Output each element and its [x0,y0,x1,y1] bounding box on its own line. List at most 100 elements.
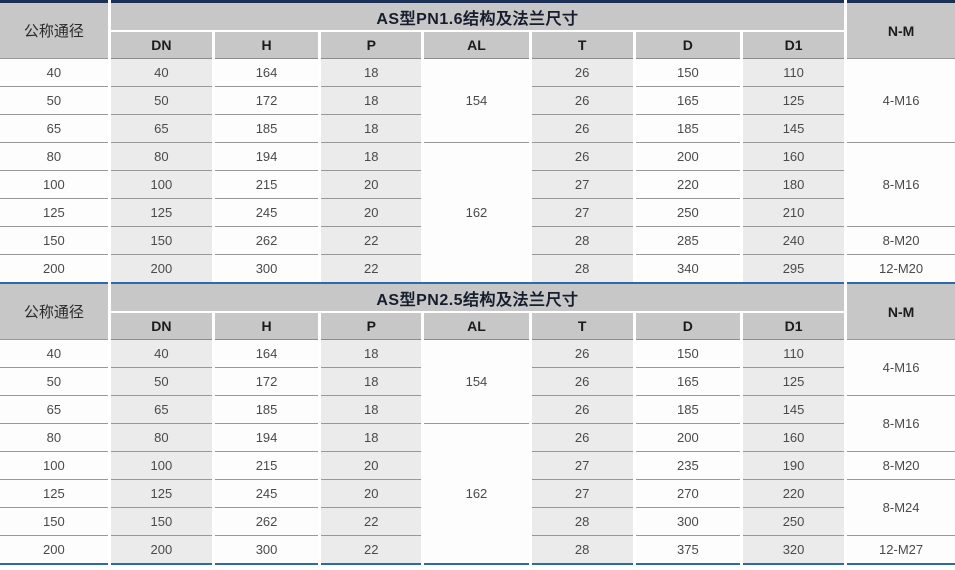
cell: 150 [632,58,743,87]
cell: 27 [528,479,636,508]
cell: 26 [528,58,636,87]
cell: 20 [318,198,425,227]
cell: 65 [107,395,215,424]
cell: 235 [632,451,743,480]
cell-al-merged: 162 [421,423,532,564]
col-header-p: P [318,312,425,340]
cell: 65 [0,395,111,424]
cell-nm: 12-M20 [844,254,955,282]
col-header-p: P [318,31,425,59]
nominal-diameter-header: 公称通径 [0,1,111,59]
cell: 40 [0,339,111,368]
cell: 40 [107,339,215,368]
cell: 18 [318,423,425,452]
cell: 20 [318,479,425,508]
cell: 200 [107,254,215,282]
cell: 180 [739,170,846,199]
cell: 28 [528,535,636,564]
cell: 110 [739,58,848,87]
cell: 18 [318,339,425,368]
cell: 340 [632,254,743,282]
cell: 26 [528,86,636,115]
cell: 295 [739,254,848,282]
cell: 40 [107,58,215,87]
table-row: 80 80 194 18 162 26 200 160 [0,423,955,564]
cell: 80 [0,142,111,171]
cell: 28 [528,254,636,282]
cell: 245 [211,479,322,508]
cell: 172 [211,86,322,115]
col-header-d: D [632,312,743,340]
cell: 185 [211,395,322,424]
cell: 172 [211,367,322,396]
cell: 80 [107,142,215,171]
table-row: 公称通径 AS型PN2.5结构及法兰尺寸 N-M [0,283,955,340]
cell: 125 [739,367,846,396]
table-row: 80 80 194 18 162 26 200 160 8-M16 [0,142,955,282]
cell: 100 [0,170,111,199]
cell: 100 [107,170,215,199]
cell: 50 [107,367,215,396]
cell: 18 [318,114,425,143]
cell: 150 [107,507,215,536]
col-header-al: AL [421,312,532,340]
cell: 164 [211,58,322,87]
cell: 18 [318,367,425,396]
cell: 150 [0,507,111,536]
cell: 150 [632,339,743,368]
cell: 28 [528,507,636,536]
cell: 50 [0,86,111,115]
cell: 285 [632,226,743,255]
col-header-d1: D1 [739,312,848,340]
cell: 26 [528,367,636,396]
cell-al-merged: 162 [421,142,532,282]
cell: 300 [632,507,743,536]
nominal-diameter-header: 公称通径 [0,283,111,340]
cell: 250 [632,198,743,227]
table-pn16: 公称通径 AS型PN1.6结构及法兰尺寸 N-M DN H P AL T D D… [0,0,955,282]
cell: 250 [739,507,846,536]
col-header-al: AL [421,31,532,59]
cell: 125 [107,479,215,508]
cell: 220 [632,170,743,199]
cell: 100 [107,451,215,480]
cell: 40 [0,58,111,87]
cell: 185 [632,395,743,424]
table-row: 50 50 172 18 26 165 125 [0,367,955,396]
cell: 300 [211,254,322,282]
cell: 215 [211,451,322,480]
cell: 215 [211,170,322,199]
cell: 160 [739,423,846,452]
cell: 26 [528,142,636,171]
cell: 300 [211,535,322,564]
cell: 18 [318,86,425,115]
cell: 150 [107,226,215,255]
table-row: DN H P AL T D D1 [0,31,955,59]
cell: 125 [0,479,111,508]
cell: 80 [0,423,111,452]
cell: 375 [632,535,743,564]
cell: 194 [211,423,322,452]
cell: 165 [632,367,743,396]
cell: 145 [739,114,846,143]
cell: 160 [739,142,848,171]
col-header-h: H [211,31,322,59]
cell: 200 [0,254,111,282]
cell: 200 [107,535,215,564]
cell: 28 [528,226,636,255]
table-row: DN H P AL T D D1 [0,312,955,340]
cell: 22 [318,226,425,255]
cell: 18 [318,58,425,87]
cell: 27 [528,198,636,227]
cell-nm-merged: 8-M24 [844,479,955,536]
cell: 26 [528,339,636,368]
cell: 200 [0,535,111,564]
cell: 125 [107,198,215,227]
cell: 200 [632,142,743,171]
table-row: 150 150 262 22 28 300 250 [0,507,955,536]
cell: 27 [528,451,636,480]
cell: 27 [528,170,636,199]
cell: 320 [739,535,848,564]
table-row: 200 200 300 22 28 375 320 12-M27 [0,535,955,564]
